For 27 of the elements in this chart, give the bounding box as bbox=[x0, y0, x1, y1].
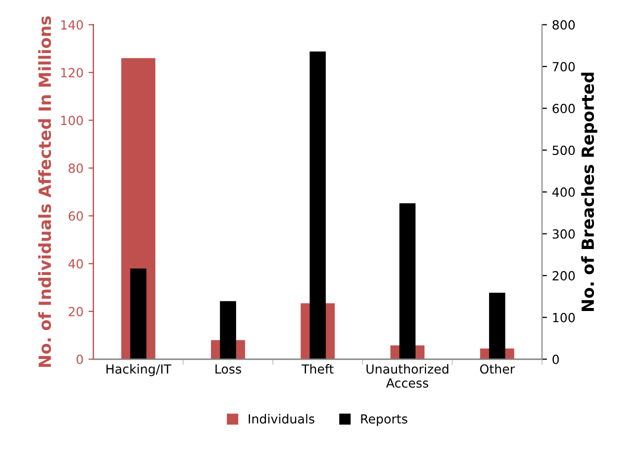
y2-tick-label: 300 bbox=[552, 229, 575, 239]
x-tick-label: Theft bbox=[302, 364, 334, 374]
y-tick-label: 100 bbox=[61, 116, 83, 126]
x-tick-label: Loss bbox=[216, 364, 242, 374]
y-tick-label: 40 bbox=[68, 259, 83, 269]
y-axis-title: No. of Individuals Affected In Millions bbox=[38, 16, 52, 367]
x-tick-label: Unauthorized Access bbox=[366, 364, 448, 388]
y-tick-label: 140 bbox=[61, 20, 83, 30]
y2-tick-label: 600 bbox=[552, 104, 575, 114]
y2-tick-label: 800 bbox=[552, 20, 575, 30]
legend-label: Individuals bbox=[248, 414, 314, 424]
y2-tick-label: 700 bbox=[552, 62, 575, 72]
y-tick-label: 0 bbox=[76, 354, 83, 364]
bar bbox=[130, 268, 146, 360]
y-tick-label: 120 bbox=[61, 68, 83, 78]
y2-tick-label: 500 bbox=[552, 146, 575, 156]
y-tick-label: 60 bbox=[68, 211, 83, 221]
y-tick-label: 80 bbox=[68, 164, 83, 173]
legend-label: Reports bbox=[361, 414, 408, 426]
y-tick-label: 20 bbox=[68, 306, 83, 316]
y2-tick-label: 0 bbox=[552, 354, 559, 364]
y2-tick-label: 200 bbox=[552, 271, 575, 280]
x-tick-label: Hacking/IT bbox=[106, 364, 172, 376]
y2-tick-label: 100 bbox=[553, 312, 575, 322]
x-tick-label: Other bbox=[480, 364, 515, 374]
y2-tick-label: 400 bbox=[552, 187, 575, 197]
y2-axis-title: No. of Breaches Reported bbox=[581, 72, 598, 312]
